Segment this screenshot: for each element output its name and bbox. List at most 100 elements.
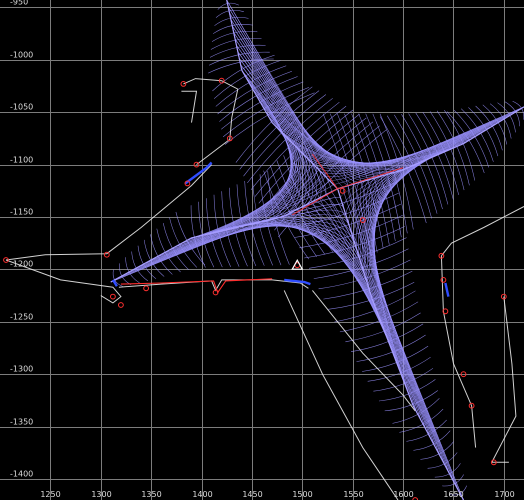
red-spine	[312, 153, 338, 189]
x-tick-label: 1250	[40, 490, 60, 499]
red-spine	[292, 188, 338, 216]
mesh-line	[168, 141, 302, 251]
point-marker	[143, 285, 150, 292]
point-marker	[103, 251, 110, 258]
point-marker	[180, 81, 187, 87]
path-line	[440, 255, 477, 448]
mesh-line	[298, 206, 441, 457]
point-marker	[212, 289, 219, 296]
mesh-line	[237, 51, 301, 218]
mesh	[110, 0, 524, 500]
mesh-line	[187, 127, 295, 241]
mesh-line	[123, 174, 325, 276]
point-marker	[500, 293, 507, 300]
x-tick-label: 1550	[343, 490, 363, 499]
x-tick-label: 1450	[242, 490, 262, 499]
point-marker	[339, 187, 346, 194]
x-tick-label: 1600	[393, 490, 413, 499]
mesh-line	[271, 215, 422, 422]
mesh-line	[229, 12, 355, 184]
y-tick-label: -1000	[10, 51, 33, 60]
highlight-segment	[444, 282, 450, 297]
highlight-segment	[111, 279, 118, 287]
markers	[3, 77, 507, 500]
path-line	[183, 78, 239, 165]
x-tick-label: 1700	[494, 490, 514, 499]
mesh-line	[305, 204, 446, 466]
mesh-line	[245, 76, 413, 170]
point-marker	[468, 402, 475, 409]
x-tick-label: 1400	[192, 490, 212, 499]
mesh-line	[227, 6, 350, 186]
mesh-line	[345, 112, 514, 218]
tick-labels: 1250 1300 1350 1400 1450 1500 1550 1600 1650 1700…	[10, 0, 515, 499]
point-marker	[193, 161, 200, 168]
mesh-line	[248, 82, 418, 169]
x-tick-label: 1650	[443, 490, 463, 499]
mesh-line	[264, 216, 418, 413]
path-line	[490, 296, 517, 463]
path-line	[181, 90, 198, 123]
point-marker	[110, 293, 116, 300]
y-tick-label: -1150	[10, 208, 33, 217]
point-marker	[442, 308, 449, 315]
triangle-marker	[291, 258, 304, 270]
mesh-line	[340, 106, 524, 199]
path-line	[5, 259, 122, 304]
red-spine	[337, 167, 404, 190]
mesh-line	[230, 19, 318, 203]
y-tick-label: -950	[10, 0, 28, 7]
mesh-line	[149, 155, 310, 262]
branch-centerline	[337, 106, 524, 190]
point-marker	[359, 217, 366, 224]
path-line	[283, 290, 399, 500]
red-trace	[120, 278, 273, 294]
point-marker	[3, 257, 9, 263]
y-tick-label: -1300	[10, 365, 33, 374]
x-tick-label: 1300	[91, 490, 111, 499]
mesh-line	[348, 116, 509, 227]
point-marker	[412, 497, 419, 500]
point-marker	[118, 302, 124, 308]
mesh-line	[232, 25, 313, 206]
mesh-line	[285, 212, 432, 439]
branch-centerline	[337, 188, 464, 500]
path-line	[441, 206, 524, 257]
x-tick-label: 1350	[141, 490, 161, 499]
mesh-line	[330, 191, 464, 500]
point-marker	[226, 135, 233, 142]
mesh-line	[161, 146, 304, 255]
branch-centerline	[110, 188, 338, 283]
mesh-line	[155, 150, 307, 258]
y-tick-label: -1100	[10, 156, 33, 165]
y-tick-label: -1350	[10, 418, 33, 427]
mesh-line	[233, 32, 373, 180]
mesh-line	[355, 125, 494, 255]
mesh-line	[353, 122, 499, 246]
point-marker	[184, 180, 191, 187]
branch-centerline	[226, 0, 338, 190]
mesh-line	[363, 137, 473, 293]
mesh-line	[229, 12, 322, 199]
path-line	[5, 164, 212, 261]
mesh-line	[142, 160, 314, 265]
mesh-line	[278, 214, 427, 431]
mesh-line	[311, 201, 450, 474]
y-tick-label: -1400	[10, 470, 33, 479]
point-marker	[460, 371, 467, 378]
y-tick-label: -1050	[10, 103, 33, 112]
path-line	[312, 290, 416, 412]
mesh-line	[245, 76, 294, 225]
path-line	[118, 279, 309, 292]
point-marker	[218, 77, 225, 84]
mesh-line	[324, 195, 460, 492]
point-marker	[438, 252, 445, 259]
mesh-line	[129, 169, 321, 272]
y-tick-label: -1200	[10, 260, 33, 269]
point-marker	[440, 277, 447, 283]
mesh-line	[226, 0, 332, 193]
mesh-line	[234, 38, 379, 179]
mesh-line	[359, 131, 483, 274]
